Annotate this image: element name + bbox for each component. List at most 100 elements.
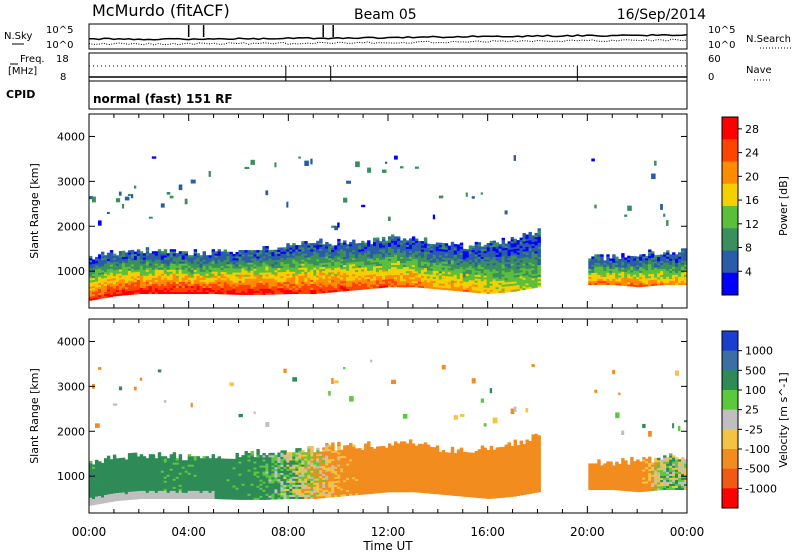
- power-cell: [535, 281, 538, 283]
- power-cell: [251, 258, 254, 260]
- power-cell: [119, 269, 122, 271]
- power-cell: [325, 274, 328, 276]
- power-cell: [319, 251, 322, 253]
- velocity-cell: [185, 472, 188, 474]
- power-cell: [277, 268, 280, 270]
- power-cell: [427, 260, 430, 262]
- power-cell: [259, 268, 262, 270]
- power-cell: [98, 220, 102, 225]
- power-cell: [301, 247, 304, 249]
- velocity-cell: [197, 472, 200, 474]
- power-cell: [218, 284, 221, 286]
- power-cell: [415, 239, 418, 241]
- power-cell: [397, 283, 400, 285]
- power-cell: [230, 252, 233, 254]
- velocity-cell: [116, 458, 119, 460]
- power-cell: [218, 249, 221, 251]
- power-cell: [104, 257, 107, 259]
- power-cell: [164, 249, 167, 251]
- velocity-cell: [119, 494, 122, 496]
- velocity-cell: [134, 497, 137, 499]
- power-cell: [484, 245, 487, 247]
- power-cell: [364, 281, 367, 283]
- power-cell: [197, 267, 200, 269]
- power-cell: [149, 267, 152, 269]
- power-cell: [185, 267, 188, 269]
- power-cell: [352, 240, 355, 242]
- power-cell: [538, 228, 541, 230]
- power-cell: [502, 238, 505, 240]
- power-cell: [200, 278, 203, 280]
- power-cell: [221, 251, 224, 253]
- power-cell: [304, 247, 307, 249]
- power-cell: [424, 266, 427, 268]
- power-cell: [478, 267, 481, 269]
- velocity-cell: [152, 483, 155, 485]
- velocity-cell: [107, 466, 110, 468]
- power-cell: [289, 278, 292, 280]
- velocity-cell: [95, 462, 98, 464]
- power-cell: [379, 284, 382, 286]
- velocity-cell: [137, 465, 140, 467]
- power-cell: [669, 256, 672, 258]
- power-cell: [657, 263, 660, 265]
- power-cell: [499, 256, 502, 258]
- power-cell: [645, 256, 648, 258]
- power-cell: [158, 267, 161, 269]
- power-cell: [119, 259, 122, 261]
- power-cell: [666, 277, 669, 279]
- power-cell: [164, 267, 167, 269]
- power-cell: [230, 280, 233, 282]
- power-cell: [445, 280, 448, 282]
- power-cell: [391, 283, 394, 285]
- power-cell: [337, 251, 340, 253]
- velocity-cell: [143, 472, 146, 474]
- velocity-cell: [200, 472, 203, 474]
- power-cell: [523, 233, 526, 235]
- power-cell: [523, 257, 526, 259]
- power-cell: [122, 285, 125, 287]
- power-cell: [313, 243, 316, 245]
- power-cell: [469, 276, 472, 278]
- power-cell: [304, 267, 307, 269]
- power-cell: [185, 257, 188, 259]
- power-cell: [520, 274, 523, 276]
- power-cell: [322, 267, 325, 269]
- power-cell: [116, 274, 119, 276]
- power-cell: [367, 240, 370, 242]
- power-cell: [310, 159, 312, 165]
- power-cell: [421, 253, 424, 255]
- velocity-cell: [176, 493, 179, 495]
- power-cell: [128, 289, 131, 291]
- power-cell: [316, 241, 319, 243]
- power-cell: [334, 255, 337, 257]
- power-cell: [152, 278, 155, 280]
- power-cell: [128, 250, 131, 252]
- power-cell: [496, 242, 499, 244]
- power-cell: [194, 267, 197, 269]
- power-cell: [532, 286, 535, 288]
- power-cell: [310, 288, 313, 290]
- power-cell: [212, 267, 215, 269]
- power-cell: [475, 272, 478, 274]
- power-cell: [636, 257, 639, 259]
- power-cell: [663, 214, 665, 217]
- power-cell: [143, 278, 146, 280]
- velocity-cell: [191, 483, 194, 485]
- velocity-cell: [167, 493, 170, 495]
- power-cell: [433, 244, 436, 246]
- velocity-cell: [170, 483, 173, 485]
- power-cell: [505, 288, 508, 290]
- power-cell: [439, 263, 442, 265]
- power-cell: [624, 215, 627, 217]
- power-cell: [346, 271, 349, 273]
- power-cell: [400, 166, 404, 168]
- power-cell: [346, 281, 349, 283]
- velocity-cell: [107, 456, 110, 458]
- power-cell: [508, 266, 511, 268]
- velocity-cell: [182, 493, 185, 495]
- power-cell: [251, 268, 254, 270]
- power-cell: [364, 261, 367, 263]
- velocity-cell: [155, 472, 158, 474]
- power-cell: [624, 257, 627, 259]
